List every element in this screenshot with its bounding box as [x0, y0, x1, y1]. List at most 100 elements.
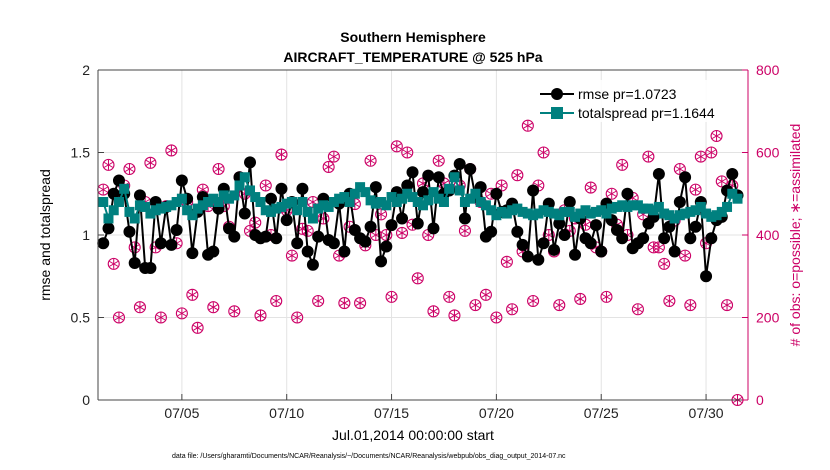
obs-assimilated-marker	[633, 306, 643, 313]
rmse-point	[637, 232, 650, 245]
obs-possible-marker	[123, 162, 136, 176]
rmse-point	[238, 207, 251, 220]
rmse-point	[312, 230, 325, 243]
totalspread-point	[134, 200, 145, 211]
obs-assimilated-marker	[664, 298, 674, 304]
obs-assimilated-marker	[717, 178, 727, 185]
rmse-point	[112, 174, 125, 187]
totalspread-point	[664, 210, 675, 221]
x-tick-label: 07/15	[374, 405, 409, 421]
series-layer	[97, 119, 744, 407]
totalspread-point	[176, 193, 187, 204]
obs-assimilated-marker	[617, 161, 627, 168]
obs-assimilated-marker	[413, 275, 423, 282]
totalspread-point	[433, 193, 444, 204]
obs-possible-marker	[301, 224, 314, 237]
obs-possible-marker	[133, 301, 146, 314]
totalspread-point	[286, 197, 297, 207]
obs-assimilated-marker	[156, 314, 166, 321]
totalspread-point	[648, 205, 659, 216]
obs-assimilated-marker	[680, 252, 690, 259]
totalspread-point	[564, 206, 575, 217]
obs-assimilated-marker	[313, 298, 323, 304]
rmse-point	[154, 237, 167, 250]
obs-possible-marker	[112, 311, 126, 324]
obs-count-point	[364, 154, 377, 167]
obs-assimilated-marker	[423, 232, 433, 238]
obs-assimilated-marker	[654, 244, 664, 251]
obs-assimilated-marker	[271, 298, 281, 304]
rmse-point	[170, 224, 183, 237]
totalspread-point	[711, 210, 722, 221]
obs-assimilated-marker	[397, 230, 407, 236]
totalspread-point	[224, 193, 235, 204]
totalspread-point	[370, 198, 381, 209]
obs-possible-marker	[259, 179, 272, 192]
obs-possible-marker	[275, 148, 288, 161]
obs-possible-marker	[458, 224, 471, 237]
rmse-point	[558, 229, 571, 241]
totalspread-point	[423, 195, 434, 206]
obs-assimilated-marker	[460, 227, 470, 234]
y-tick-label: 0	[82, 392, 90, 408]
obs-count-point	[291, 311, 304, 324]
chart-title: Southern Hemisphere	[340, 29, 486, 45]
totalspread-point	[360, 187, 371, 198]
obs-assimilated-marker	[643, 153, 653, 160]
obs-count-point	[327, 150, 340, 163]
obs-assimilated-marker	[334, 252, 344, 259]
rmse-point	[527, 184, 540, 197]
rmse-point	[259, 230, 272, 243]
totalspread-point	[182, 205, 193, 216]
obs-count-point	[443, 290, 456, 303]
obs-assimilated-marker	[208, 304, 218, 311]
totalspread-point	[292, 205, 303, 216]
obs-possible-marker	[689, 183, 702, 196]
obs-possible-marker	[574, 292, 587, 305]
obs-assimilated-marker	[497, 182, 507, 189]
obs-count-point	[191, 321, 204, 334]
rmse-point	[369, 181, 382, 194]
totalspread-point	[659, 208, 670, 219]
totalspread-point	[187, 210, 198, 221]
totalspread-point	[491, 210, 502, 221]
obs-assimilated-marker	[607, 190, 617, 197]
totalspread-point	[575, 208, 586, 219]
rmse-point	[128, 257, 141, 270]
obs-count-point	[527, 294, 540, 308]
obs-count-point	[469, 299, 482, 312]
obs-assimilated-marker	[386, 293, 397, 300]
totalspread-point	[412, 197, 423, 207]
totalspread-point	[512, 203, 523, 214]
obs-assimilated-marker	[470, 302, 480, 309]
obs-possible-marker	[207, 301, 220, 314]
obs-assimilated-marker	[491, 314, 501, 321]
obs-assimilated-marker	[166, 147, 176, 154]
totalspread-point	[113, 197, 124, 207]
totalspread-point	[407, 192, 418, 203]
y-tick-label: 1	[82, 227, 90, 243]
totalspread-point	[501, 208, 512, 219]
totalspread-point	[449, 172, 460, 183]
rmse-point	[291, 237, 304, 250]
totalspread-point	[334, 193, 345, 204]
totalspread-point	[297, 197, 308, 207]
obs-possible-marker	[521, 119, 534, 132]
obs-assimilated-marker	[523, 122, 533, 129]
obs-assimilated-marker	[276, 151, 287, 158]
obs-count-point	[521, 119, 534, 132]
rmse-point	[548, 243, 561, 256]
rmse-point	[306, 258, 319, 271]
obs-possible-marker	[354, 297, 367, 310]
obs-possible-marker	[631, 303, 644, 316]
obs-assimilated-marker	[98, 186, 108, 193]
obs-possible-marker	[600, 290, 613, 303]
obs-count-point	[511, 169, 524, 182]
totalspread-point	[706, 211, 717, 222]
rmse-point	[658, 232, 671, 245]
rmse-point	[133, 189, 146, 202]
rmse-point	[422, 169, 435, 182]
obs-assimilated-marker	[229, 308, 239, 315]
obs-possible-marker	[228, 305, 241, 318]
obs-assimilated-marker	[428, 308, 439, 315]
